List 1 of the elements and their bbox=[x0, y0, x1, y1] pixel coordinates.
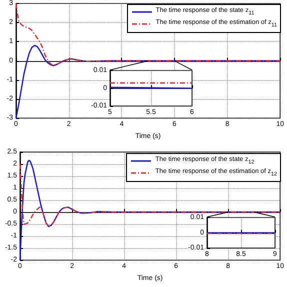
line-series bbox=[19, 163, 281, 228]
